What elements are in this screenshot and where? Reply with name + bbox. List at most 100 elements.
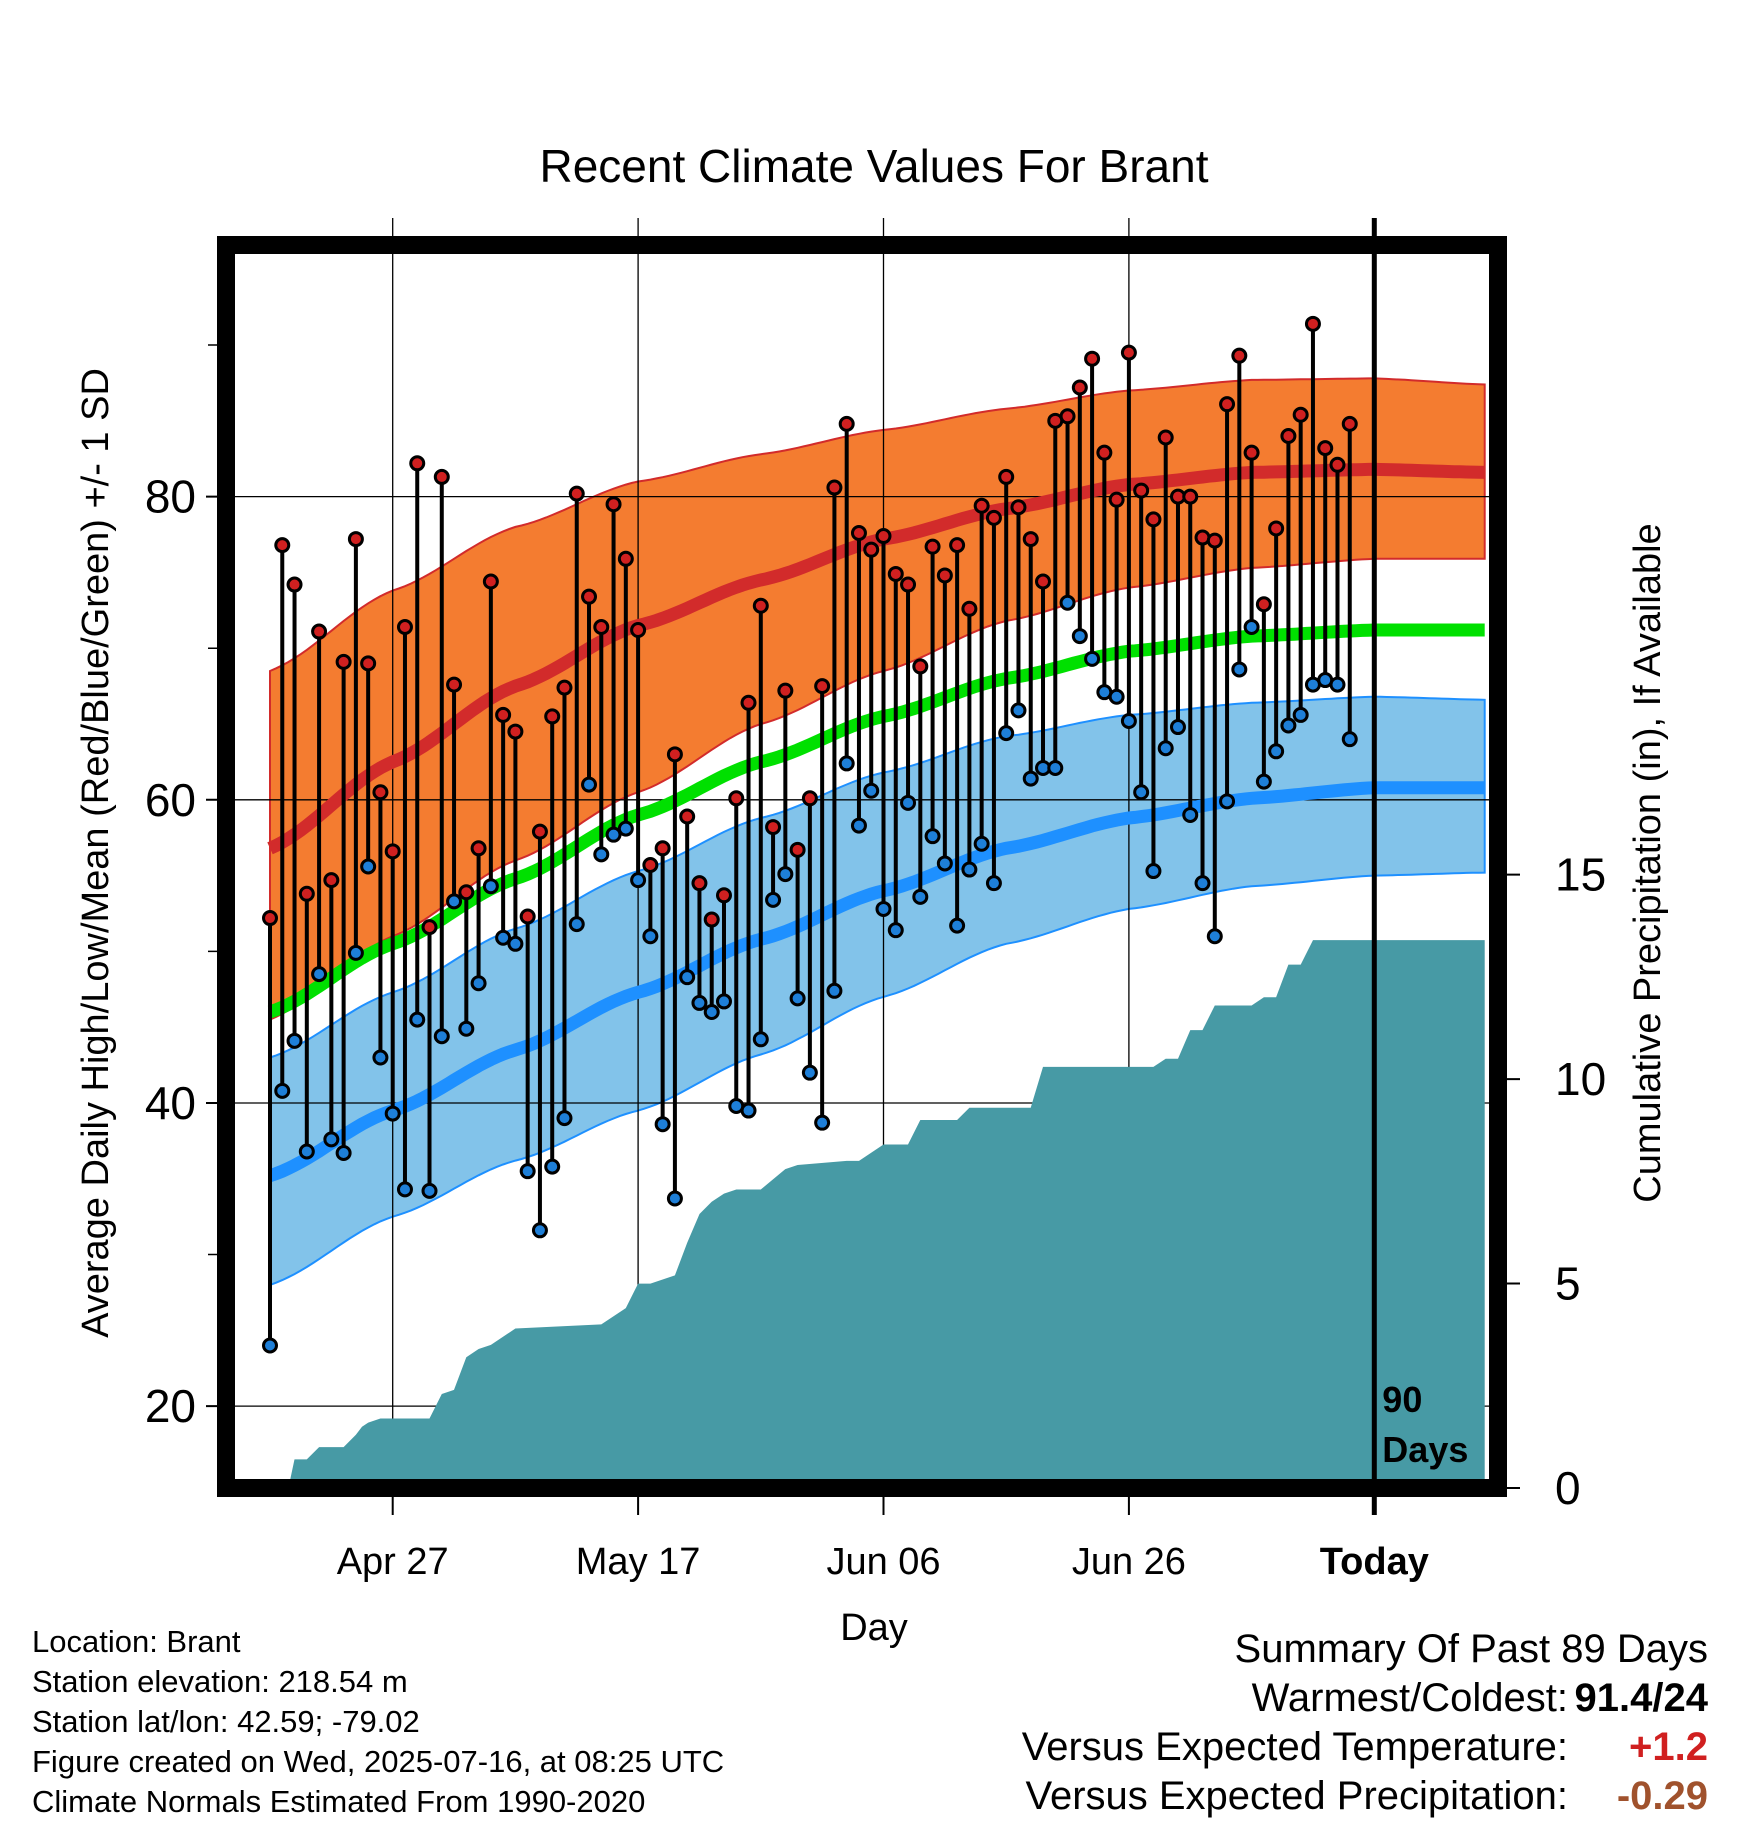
daily-high-point — [1084, 350, 1101, 367]
daily-high-point — [507, 723, 524, 740]
created-text: Figure created on Wed, 2025-07-16, at 08… — [32, 1744, 725, 1779]
daily-high-point — [446, 676, 463, 693]
daily-low-point — [617, 820, 634, 837]
daily-high-point — [458, 884, 475, 901]
daily-low-point — [789, 990, 806, 1007]
daily-low-point — [1231, 661, 1248, 678]
daily-low-point — [372, 1049, 389, 1066]
daily-high-point — [924, 538, 941, 555]
daily-high-point — [1255, 596, 1272, 613]
daily-low-point — [519, 1163, 536, 1180]
daily-high-point — [323, 872, 340, 889]
daily-low-point — [961, 861, 978, 878]
daily-low-point — [1133, 784, 1150, 801]
daily-low-point — [605, 826, 622, 843]
daily-high-point — [1341, 415, 1358, 432]
normals-text: Climate Normals Estimated From 1990-2020 — [32, 1784, 646, 1819]
daily-high-point — [728, 790, 745, 807]
daily-low-point — [531, 1222, 548, 1239]
daily-high-point — [531, 823, 548, 840]
today-days-label: Days — [1382, 1429, 1468, 1470]
x-tick-label: May 17 — [576, 1541, 701, 1583]
daily-low-point — [838, 755, 855, 772]
daily-low-point — [936, 855, 953, 872]
daily-low-point — [409, 1011, 426, 1028]
daily-low-point — [482, 878, 499, 895]
daily-high-point — [875, 528, 892, 545]
daily-high-point — [519, 908, 536, 925]
daily-low-point — [1255, 773, 1272, 790]
daily-high-point — [715, 887, 732, 904]
daily-low-point — [654, 1116, 671, 1133]
daily-high-point — [495, 706, 512, 723]
daily-high-point — [372, 784, 389, 801]
chart-title: Recent Climate Values For Brant — [540, 140, 1209, 192]
daily-high-point — [544, 708, 561, 725]
daily-high-point — [617, 550, 634, 567]
daily-high-point — [396, 618, 413, 635]
daily-low-point — [593, 846, 610, 863]
daily-low-point — [642, 928, 659, 945]
daily-high-point — [1243, 444, 1260, 461]
daily-low-point — [740, 1102, 757, 1119]
daily-low-point — [1268, 743, 1285, 760]
daily-high-point — [642, 856, 659, 873]
daily-low-point — [703, 1004, 720, 1021]
daily-high-point — [1329, 456, 1346, 473]
daily-high-point — [838, 415, 855, 432]
daily-low-point — [850, 817, 867, 834]
daily-low-point — [973, 835, 990, 852]
daily-high-point — [311, 623, 328, 640]
x-axis-label: Day — [840, 1607, 908, 1649]
daily-low-point — [556, 1110, 573, 1127]
daily-high-point — [887, 565, 904, 582]
daily-low-point — [298, 1143, 315, 1160]
daily-high-point — [961, 600, 978, 617]
elevation-text: Station elevation: 218.54 m — [32, 1664, 408, 1699]
x-tick-label: Jun 26 — [1072, 1541, 1186, 1583]
daily-low-point — [1047, 759, 1064, 776]
temp-label: Versus Expected Temperature: — [1021, 1725, 1568, 1769]
daily-high-point — [1268, 520, 1285, 537]
warmest-label: Warmest/Coldest: — [1251, 1676, 1568, 1720]
y-tick-label: 40 — [145, 1077, 196, 1129]
daily-high-point — [482, 573, 499, 590]
daily-low-point — [384, 1105, 401, 1122]
summary-warmest-row: Warmest/Coldest: 91.4/24 — [1022, 1674, 1708, 1723]
daily-high-point — [1157, 429, 1174, 446]
daily-low-point — [335, 1144, 352, 1161]
normal-high-band — [269, 377, 1486, 1022]
daily-high-point — [900, 576, 917, 593]
daily-high-point — [1182, 488, 1199, 505]
daily-high-point — [1145, 511, 1162, 528]
daily-high-point — [1120, 344, 1137, 361]
daily-high-point — [912, 658, 929, 675]
normal-low-mean-line — [267, 781, 1485, 1182]
daily-low-point — [630, 872, 647, 889]
daily-low-point — [1194, 875, 1211, 892]
daily-high-point — [1035, 573, 1052, 590]
daily-high-point — [863, 541, 880, 558]
daily-low-point — [752, 1031, 769, 1048]
daily-low-point — [568, 916, 585, 933]
daily-low-point — [912, 888, 929, 905]
daily-low-point — [470, 975, 487, 992]
daily-low-point — [1292, 706, 1309, 723]
daily-high-point — [679, 808, 696, 825]
daily-high-point — [1071, 379, 1088, 396]
y2-tick-label: 15 — [1555, 849, 1606, 901]
daily-low-point — [777, 866, 794, 883]
y2-tick-label: 10 — [1555, 1053, 1606, 1105]
daily-high-point — [581, 588, 598, 605]
precip-value: -0.29 — [1616, 1774, 1708, 1818]
daily-low-point — [1145, 863, 1162, 880]
daily-high-point — [826, 479, 843, 496]
daily-low-point — [360, 858, 377, 875]
daily-high-point — [568, 485, 585, 502]
daily-high-point — [360, 655, 377, 672]
daily-high-point — [973, 497, 990, 514]
daily-low-point — [1280, 717, 1297, 734]
daily-high-point — [1010, 499, 1027, 516]
daily-high-point — [605, 496, 622, 513]
y-tick-label: 20 — [145, 1380, 196, 1432]
